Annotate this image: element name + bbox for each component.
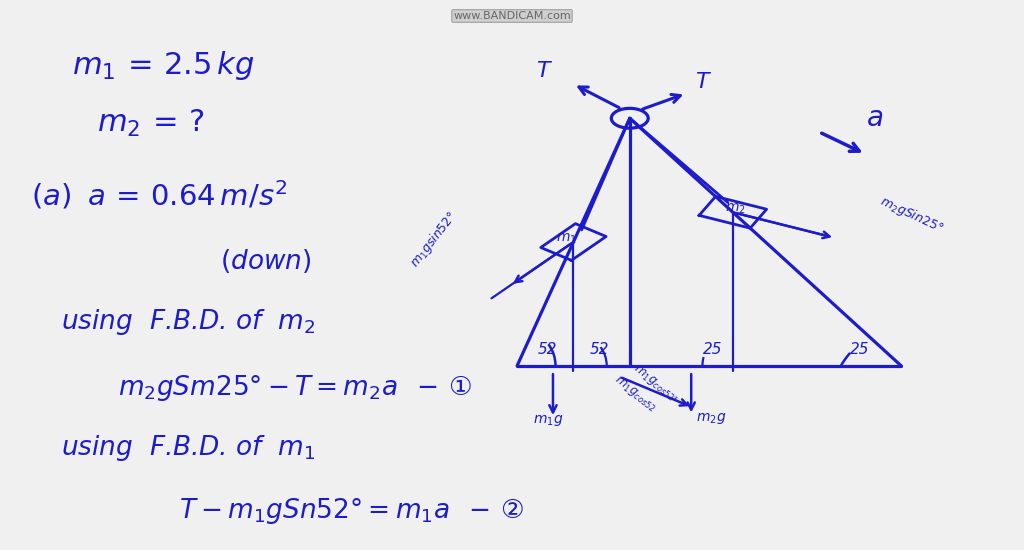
Text: 52: 52 [538,342,558,356]
Text: 52: 52 [589,342,609,356]
Text: $m_1$: $m_1$ [556,232,577,246]
Text: T: T [536,61,550,81]
Text: $(down)$: $(down)$ [220,248,311,275]
Text: using  F.B.D. of  $m_1$: using F.B.D. of $m_1$ [61,433,315,463]
Text: $m_2 g$: $m_2 g$ [696,411,727,426]
Text: a: a [867,104,884,133]
Text: $m_1 g$: $m_1 g$ [532,414,563,428]
Text: $m_1 g_{cos52}$: $m_1 g_{cos52}$ [611,373,658,415]
Text: $m_2\,=\,?$: $m_2\,=\,?$ [97,108,205,139]
Text: $m_2$: $m_2$ [725,202,745,216]
Text: www.BANDICAM.com: www.BANDICAM.com [454,11,570,21]
Text: $(a)\;\;a\,=\,0.64\,m/s^2$: $(a)\;\;a\,=\,0.64\,m/s^2$ [31,179,287,212]
Text: $m_2 g Sm25° - T = m_2 a\;\;-\,①$: $m_2 g Sm25° - T = m_2 a\;\;-\,①$ [118,373,472,403]
Text: $m_1 g_{cos52°}$: $m_1 g_{cos52°}$ [630,362,681,406]
Text: T: T [694,72,709,92]
Text: $m_2 g Sin25°$: $m_2 g Sin25°$ [878,193,946,238]
Text: 25: 25 [702,342,723,356]
Text: $m_1 g sin52°$: $m_1 g sin52°$ [407,208,461,271]
Text: $T - m_1 g Sn52° = m_1 a\;\;-\,②$: $T - m_1 g Sn52° = m_1 a\;\;-\,②$ [179,497,524,526]
Text: $m_1\,=\,2.5\,kg$: $m_1\,=\,2.5\,kg$ [72,50,255,82]
Text: using  F.B.D. of  $m_2$: using F.B.D. of $m_2$ [61,307,315,337]
Text: 25: 25 [850,342,870,356]
